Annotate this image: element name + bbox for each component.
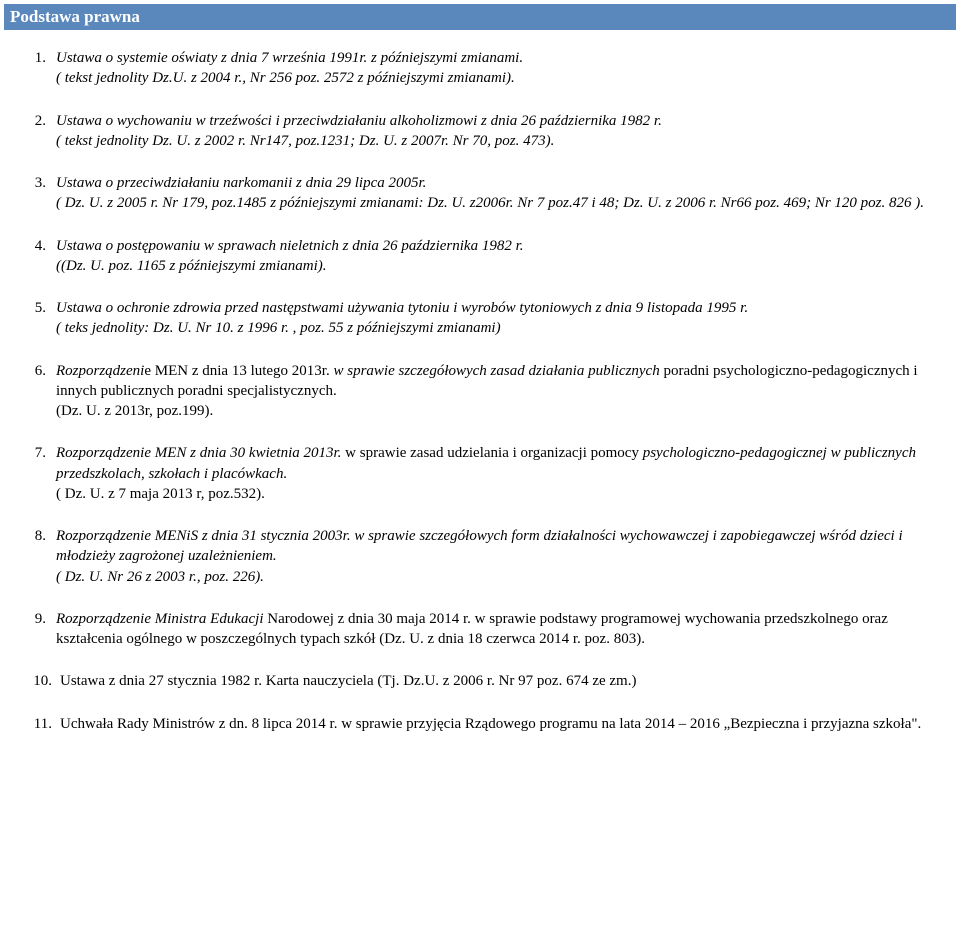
item-number: 7. bbox=[20, 443, 56, 504]
item-line: Rozporządzenie MENiS z dnia 31 stycznia … bbox=[56, 526, 940, 567]
item-body: Ustawa o przeciwdziałaniu narkomanii z d… bbox=[56, 173, 940, 214]
list-item: 10.Ustawa z dnia 27 stycznia 1982 r. Kar… bbox=[20, 671, 940, 691]
header-bar: Podstawa prawna bbox=[4, 4, 956, 30]
list-item: 3.Ustawa o przeciwdziałaniu narkomanii z… bbox=[20, 173, 940, 214]
item-body: Uchwała Rady Ministrów z dn. 8 lipca 201… bbox=[60, 714, 940, 734]
item-line: ( Dz. U. z 7 maja 2013 r, poz.532). bbox=[56, 484, 940, 504]
item-line: Ustawa o systemie oświaty z dnia 7 wrześ… bbox=[56, 48, 940, 68]
item-line: Rozporządzenie Ministra Edukacji Narodow… bbox=[56, 609, 940, 650]
item-number: 8. bbox=[20, 526, 56, 587]
list-item: 1.Ustawa o systemie oświaty z dnia 7 wrz… bbox=[20, 48, 940, 89]
item-line: ( teks jednolity: Dz. U. Nr 10. z 1996 r… bbox=[56, 318, 940, 338]
item-number: 4. bbox=[20, 236, 56, 277]
item-line: Ustawa z dnia 27 stycznia 1982 r. Karta … bbox=[60, 671, 940, 691]
item-number: 11. bbox=[20, 714, 60, 734]
list-item: 5.Ustawa o ochronie zdrowia przed następ… bbox=[20, 298, 940, 339]
item-body: Ustawa o postępowaniu w sprawach nieletn… bbox=[56, 236, 940, 277]
item-line: Rozporządzenie MEN z dnia 30 kwietnia 20… bbox=[56, 443, 940, 484]
item-line: ( Dz. U. z 2005 r. Nr 179, poz.1485 z pó… bbox=[56, 193, 940, 213]
item-body: Ustawa o ochronie zdrowia przed następst… bbox=[56, 298, 940, 339]
item-body: Ustawa o systemie oświaty z dnia 7 wrześ… bbox=[56, 48, 940, 89]
item-body: Rozporządzenie MEN z dnia 30 kwietnia 20… bbox=[56, 443, 940, 504]
item-number: 10. bbox=[20, 671, 60, 691]
item-number: 6. bbox=[20, 361, 56, 422]
item-number: 5. bbox=[20, 298, 56, 339]
list-item: 2.Ustawa o wychowaniu w trzeźwości i prz… bbox=[20, 111, 940, 152]
item-number: 1. bbox=[20, 48, 56, 89]
item-number: 2. bbox=[20, 111, 56, 152]
item-line: Ustawa o wychowaniu w trzeźwości i przec… bbox=[56, 111, 940, 131]
item-line: (Dz. U. z 2013r, poz.199). bbox=[56, 401, 940, 421]
list-item: 11.Uchwała Rady Ministrów z dn. 8 lipca … bbox=[20, 714, 940, 734]
item-body: Rozporządzenie MEN z dnia 13 lutego 2013… bbox=[56, 361, 940, 422]
item-line: Rozporządzenie MEN z dnia 13 lutego 2013… bbox=[56, 361, 940, 402]
item-line: ( Dz. U. Nr 26 z 2003 r., poz. 226). bbox=[56, 567, 940, 587]
list-item: 7.Rozporządzenie MEN z dnia 30 kwietnia … bbox=[20, 443, 940, 504]
item-number: 9. bbox=[20, 609, 56, 650]
item-line: ( tekst jednolity Dz.U. z 2004 r., Nr 25… bbox=[56, 68, 940, 88]
item-line: Ustawa o postępowaniu w sprawach nieletn… bbox=[56, 236, 940, 256]
item-line: Ustawa o ochronie zdrowia przed następst… bbox=[56, 298, 940, 318]
list-item: 6.Rozporządzenie MEN z dnia 13 lutego 20… bbox=[20, 361, 940, 422]
list-item: 4.Ustawa o postępowaniu w sprawach niele… bbox=[20, 236, 940, 277]
list-item: 8.Rozporządzenie MENiS z dnia 31 styczni… bbox=[20, 526, 940, 587]
item-line: Uchwała Rady Ministrów z dn. 8 lipca 201… bbox=[60, 714, 940, 734]
item-line: ((Dz. U. poz. 1165 z późniejszymi zmiana… bbox=[56, 256, 940, 276]
list-item: 9.Rozporządzenie Ministra Edukacji Narod… bbox=[20, 609, 940, 650]
item-line: ( tekst jednolity Dz. U. z 2002 r. Nr147… bbox=[56, 131, 940, 151]
item-line: Ustawa o przeciwdziałaniu narkomanii z d… bbox=[56, 173, 940, 193]
item-body: Rozporządzenie Ministra Edukacji Narodow… bbox=[56, 609, 940, 650]
item-number: 3. bbox=[20, 173, 56, 214]
legal-basis-list: 1.Ustawa o systemie oświaty z dnia 7 wrz… bbox=[0, 30, 960, 768]
item-body: Ustawa z dnia 27 stycznia 1982 r. Karta … bbox=[60, 671, 940, 691]
item-body: Ustawa o wychowaniu w trzeźwości i przec… bbox=[56, 111, 940, 152]
header-title: Podstawa prawna bbox=[10, 7, 140, 26]
item-body: Rozporządzenie MENiS z dnia 31 stycznia … bbox=[56, 526, 940, 587]
